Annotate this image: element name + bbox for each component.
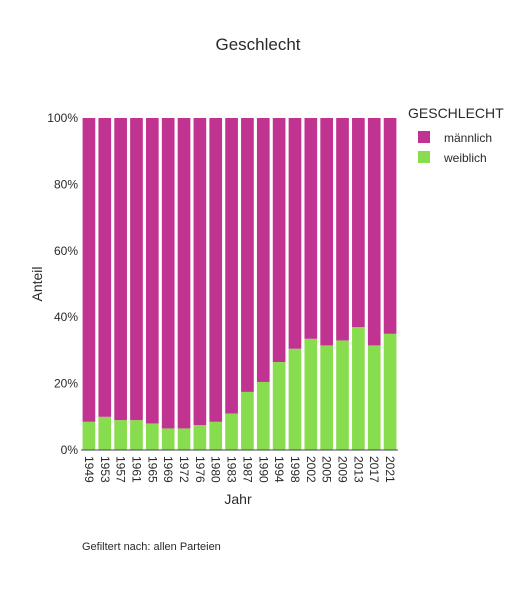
x-tick-label: 1965 bbox=[145, 456, 159, 483]
legend[interactable]: GESCHLECHT männlich weiblich bbox=[408, 105, 504, 165]
y-tick-label: 0% bbox=[61, 443, 79, 457]
x-tick-label: 1987 bbox=[240, 456, 254, 483]
x-tick-label: 2002 bbox=[304, 456, 318, 483]
x-axis-title: Jahr bbox=[224, 491, 252, 507]
bar-maennlich-1976[interactable] bbox=[193, 118, 207, 426]
bar-maennlich-2017[interactable] bbox=[367, 118, 381, 346]
bar-maennlich-1980[interactable] bbox=[209, 118, 223, 422]
x-tick-label: 2021 bbox=[383, 456, 397, 483]
bar-maennlich-1990[interactable] bbox=[256, 118, 270, 382]
chart-title: Geschlecht bbox=[215, 35, 300, 54]
bar-weiblich-1957[interactable] bbox=[114, 420, 127, 450]
bars-layer bbox=[82, 118, 397, 450]
bar-maennlich-1983[interactable] bbox=[225, 118, 238, 414]
x-tick-label: 1969 bbox=[161, 456, 175, 483]
x-tick-label: 1957 bbox=[114, 456, 128, 483]
x-tick-label: 1998 bbox=[288, 456, 302, 483]
x-tick-label: 1949 bbox=[82, 456, 96, 483]
x-axis: 1949 1953 1957 1961 1965 1969 1972 1976 1980 1983… bbox=[82, 456, 397, 483]
bar-weiblich-1953[interactable] bbox=[98, 416, 112, 450]
bar-weiblich-2017[interactable] bbox=[367, 345, 381, 450]
x-tick-label: 2009 bbox=[336, 456, 350, 483]
y-tick-label: 20% bbox=[54, 377, 78, 391]
bar-maennlich-1972[interactable] bbox=[177, 118, 191, 429]
x-tick-label: 2005 bbox=[320, 456, 334, 483]
bar-weiblich-1949[interactable] bbox=[82, 421, 96, 450]
bar-maennlich-1953[interactable] bbox=[98, 118, 112, 417]
bar-maennlich-1965[interactable] bbox=[145, 118, 159, 424]
bar-maennlich-1987[interactable] bbox=[241, 118, 254, 392]
bar-maennlich-1994[interactable] bbox=[272, 118, 286, 363]
bar-maennlich-2005[interactable] bbox=[320, 118, 334, 346]
bar-weiblich-1976[interactable] bbox=[193, 425, 207, 450]
bar-maennlich-1998[interactable] bbox=[288, 118, 302, 349]
y-axis-title: Anteil bbox=[29, 266, 45, 301]
y-tick-label: 100% bbox=[47, 111, 78, 125]
bar-weiblich-2005[interactable] bbox=[320, 345, 334, 450]
bar-weiblich-1969[interactable] bbox=[161, 428, 175, 450]
x-tick-label: 1972 bbox=[177, 456, 191, 483]
filter-footnote: Gefiltert nach: allen Parteien bbox=[82, 541, 221, 553]
y-tick-label: 40% bbox=[54, 310, 78, 324]
bar-weiblich-1965[interactable] bbox=[145, 423, 159, 450]
bar-maennlich-2013[interactable] bbox=[352, 118, 365, 328]
bar-maennlich-1957[interactable] bbox=[114, 118, 127, 421]
x-tick-label: 2013 bbox=[351, 456, 365, 483]
legend-label-weiblich[interactable]: weiblich bbox=[443, 151, 487, 165]
bar-weiblich-1972[interactable] bbox=[177, 428, 191, 450]
bar-maennlich-1961[interactable] bbox=[130, 118, 143, 421]
x-tick-label: 1983 bbox=[225, 456, 239, 483]
y-tick-label: 60% bbox=[54, 244, 78, 258]
bar-weiblich-1983[interactable] bbox=[225, 413, 238, 450]
x-tick-label: 1961 bbox=[129, 456, 143, 483]
bar-weiblich-2002[interactable] bbox=[304, 338, 318, 450]
legend-title: GESCHLECHT bbox=[408, 105, 504, 121]
legend-swatch-weiblich[interactable] bbox=[418, 151, 430, 163]
bar-weiblich-2013[interactable] bbox=[352, 327, 365, 450]
x-tick-label: 1953 bbox=[98, 456, 112, 483]
x-tick-label: 2017 bbox=[367, 456, 381, 483]
bar-weiblich-1987[interactable] bbox=[241, 391, 254, 450]
bar-maennlich-1949[interactable] bbox=[82, 118, 96, 422]
bar-weiblich-2009[interactable] bbox=[336, 340, 349, 450]
x-tick-label: 1980 bbox=[209, 456, 223, 483]
legend-label-maennlich[interactable]: männlich bbox=[444, 131, 492, 145]
y-axis: 0% 20% 40% 60% 80% 100% bbox=[47, 111, 398, 457]
y-tick-label: 80% bbox=[54, 177, 78, 191]
bar-weiblich-1994[interactable] bbox=[272, 362, 286, 450]
bar-weiblich-1998[interactable] bbox=[288, 348, 302, 450]
x-tick-label: 1994 bbox=[272, 456, 286, 483]
bar-maennlich-1969[interactable] bbox=[161, 118, 175, 429]
x-tick-label: 1990 bbox=[256, 456, 270, 483]
x-tick-label: 1976 bbox=[193, 456, 207, 483]
bar-maennlich-2009[interactable] bbox=[336, 118, 349, 341]
bar-weiblich-1961[interactable] bbox=[130, 420, 143, 450]
bar-weiblich-2021[interactable] bbox=[383, 333, 397, 450]
bar-weiblich-1980[interactable] bbox=[209, 421, 223, 450]
bar-maennlich-2002[interactable] bbox=[304, 118, 318, 339]
legend-swatch-maennlich[interactable] bbox=[418, 131, 430, 143]
bar-maennlich-2021[interactable] bbox=[383, 118, 397, 334]
bar-weiblich-1990[interactable] bbox=[256, 381, 270, 450]
